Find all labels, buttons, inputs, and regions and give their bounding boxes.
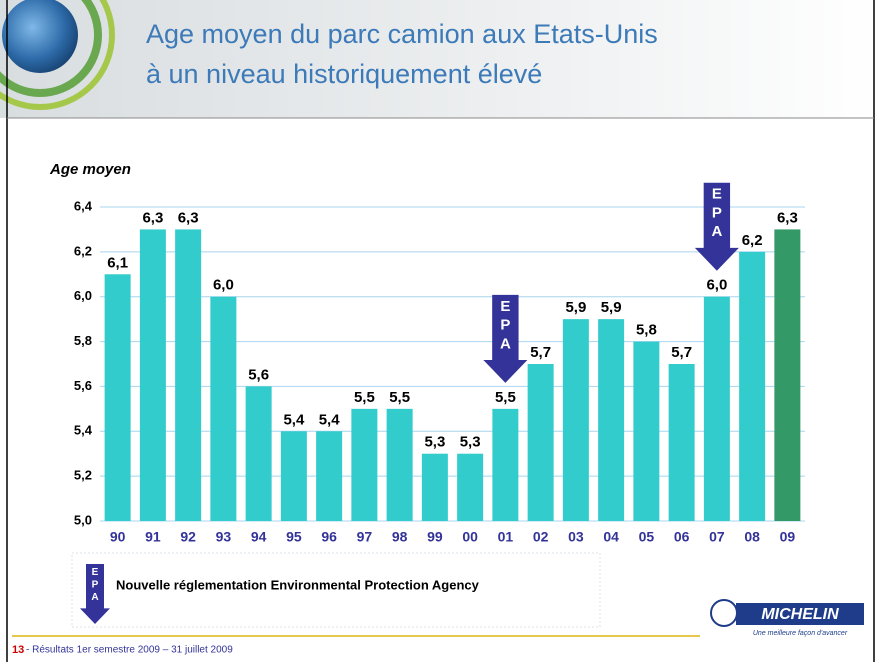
michelin-logo: MICHELIN Une meilleure façon d'avancer [711, 600, 864, 637]
bar [633, 342, 659, 521]
value-label: 5,9 [601, 299, 622, 316]
bar [739, 252, 765, 521]
y-tick-label: 5,6 [74, 378, 92, 393]
value-label: 5,7 [671, 344, 692, 361]
bar [281, 431, 307, 521]
y-tick-label: 6,2 [74, 243, 92, 258]
bibendum [711, 600, 737, 626]
title-line: Age moyen du parc camion aux Etats-Unis [146, 19, 658, 49]
bar [246, 386, 272, 521]
footer-text: - Résultats 1er semestre 2009 – 31 juill… [26, 645, 233, 656]
y-axis-label: Age moyen [49, 161, 131, 178]
value-label: 5,7 [530, 344, 551, 361]
value-label: 5,4 [319, 411, 341, 428]
bar [528, 364, 554, 521]
value-label: 5,9 [565, 299, 586, 316]
bar [351, 409, 377, 521]
title-line: à un niveau historiquement élevé [146, 59, 542, 89]
value-label: 6,0 [213, 277, 234, 294]
bar [422, 454, 448, 521]
bar [316, 431, 342, 521]
value-label: 6,3 [142, 209, 163, 226]
x-tick-label: 01 [498, 529, 514, 545]
value-label: 6,0 [706, 277, 727, 294]
value-label: 5,4 [283, 411, 305, 428]
x-tick-label: 91 [145, 529, 161, 545]
logo-tagline: Une meilleure façon d'avancer [753, 630, 848, 637]
x-tick-label: 90 [110, 529, 126, 545]
slide: Age moyen du parc camion aux Etats-Unis … [0, 0, 881, 662]
bar [140, 229, 166, 521]
value-label: 5,3 [460, 434, 481, 451]
x-tick-label: 92 [180, 529, 196, 545]
bar [492, 409, 518, 521]
logo-name: MICHELIN [761, 606, 839, 623]
bar [105, 274, 131, 521]
x-tick-label: 07 [709, 529, 725, 545]
globe [2, 0, 78, 73]
x-tick-label: 94 [251, 529, 267, 545]
value-label: 6,3 [178, 209, 199, 226]
legend-text: Nouvelle réglementation Environmental Pr… [116, 577, 480, 592]
x-tick-label: 04 [603, 529, 619, 545]
x-tick-label: 97 [357, 529, 373, 545]
bar [457, 454, 483, 521]
bar [563, 319, 589, 521]
y-tick-label: 5,8 [74, 333, 92, 348]
x-tick-label: 08 [744, 529, 760, 545]
page-number: 13 [12, 644, 24, 656]
y-tick-label: 5,0 [74, 512, 92, 527]
value-label: 6,3 [777, 209, 798, 226]
value-label: 5,5 [354, 389, 375, 406]
y-tick-label: 5,4 [74, 423, 93, 438]
x-tick-label: 96 [321, 529, 337, 545]
y-tick-label: 5,2 [74, 468, 92, 483]
value-label: 5,8 [636, 322, 657, 339]
value-label: 5,3 [424, 434, 445, 451]
y-tick-label: 6,0 [74, 288, 92, 303]
x-tick-label: 00 [462, 529, 478, 545]
value-label: 5,5 [495, 389, 516, 406]
bar [175, 229, 201, 521]
x-tick-label: 02 [533, 529, 549, 545]
x-tick-label: 93 [216, 529, 232, 545]
bar [669, 364, 695, 521]
bar [774, 229, 800, 521]
bar [704, 297, 730, 521]
bar [387, 409, 413, 521]
x-tick-label: 95 [286, 529, 302, 545]
value-label: 5,5 [389, 389, 410, 406]
bar [210, 297, 236, 521]
x-tick-label: 09 [780, 529, 796, 545]
bar [598, 319, 624, 521]
x-tick-label: 99 [427, 529, 443, 545]
value-label: 6,1 [107, 254, 128, 271]
x-tick-label: 06 [674, 529, 690, 545]
value-label: 6,2 [742, 232, 763, 249]
x-tick-label: 03 [568, 529, 584, 545]
x-tick-label: 05 [639, 529, 655, 545]
x-tick-label: 98 [392, 529, 408, 545]
value-label: 5,6 [248, 366, 269, 383]
y-tick-label: 6,4 [74, 198, 93, 213]
